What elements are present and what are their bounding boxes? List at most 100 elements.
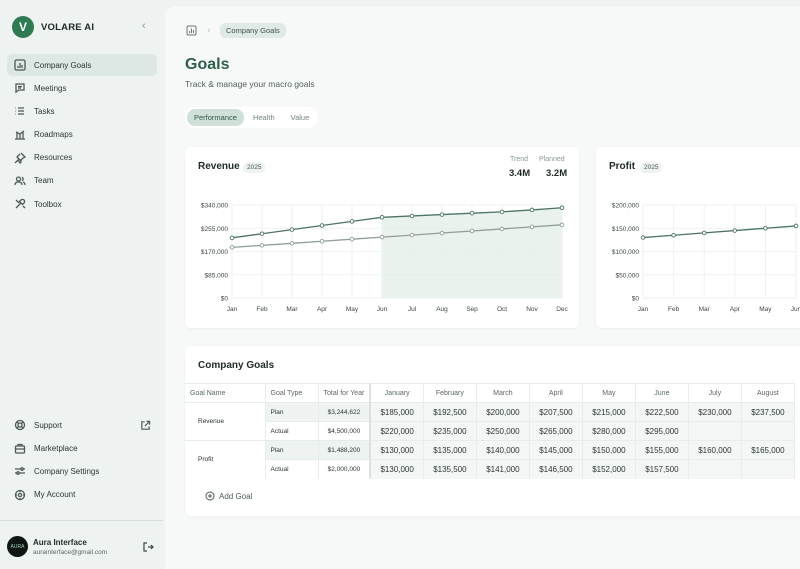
value-cell[interactable]: $192,500 [423,402,477,422]
data-point[interactable] [559,222,565,228]
value-cell[interactable]: $140,000 [476,440,530,460]
data-point[interactable] [763,225,768,231]
value-cell[interactable]: $185,000 [370,402,424,422]
column-header[interactable]: Total for Year [318,383,372,403]
value-cell[interactable]: $215,000 [582,402,636,422]
avatar[interactable]: AURA [7,536,28,557]
data-point[interactable] [671,232,676,238]
column-header[interactable]: March [476,383,530,403]
column-header[interactable]: January [370,383,424,403]
value-cell[interactable]: $250,000 [476,421,530,441]
sidebar-item-company-settings[interactable]: Company Settings [7,460,157,482]
total-cell[interactable]: $3,244,622 [318,402,372,422]
data-point[interactable] [409,232,415,238]
data-point[interactable] [640,235,646,240]
data-point[interactable] [349,236,355,242]
data-point[interactable] [439,230,445,236]
tab-value[interactable]: Value [290,113,310,122]
value-cell[interactable]: $165,000 [741,440,795,460]
data-point[interactable] [559,205,565,210]
value-cell[interactable]: $135,000 [423,440,477,460]
value-cell[interactable]: $207,500 [529,402,583,422]
breadcrumb[interactable]: Company Goals [220,23,286,38]
value-cell[interactable]: $141,000 [476,459,530,479]
data-point[interactable] [409,213,415,219]
value-cell[interactable]: $237,500 [741,402,795,422]
external-link-icon[interactable] [140,420,151,431]
sidebar-item-marketplace[interactable]: Marketplace [7,437,157,459]
data-point[interactable] [229,235,235,241]
sidebar-item-team[interactable]: Team [7,170,157,192]
value-cell[interactable]: $152,000 [582,459,636,479]
data-point[interactable] [319,238,325,244]
value-cell[interactable]: $146,500 [529,459,583,479]
total-cell[interactable]: $1,488,200 [318,440,372,460]
value-cell[interactable]: $130,000 [370,459,424,479]
value-cell[interactable]: $155,000 [635,440,689,460]
data-point[interactable] [379,234,385,240]
value-cell[interactable]: $157,500 [635,459,689,479]
sidebar-item-company-goals[interactable]: Company Goals [7,54,157,76]
value-cell[interactable]: $230,000 [688,402,742,422]
logout-icon[interactable] [142,541,154,553]
value-cell[interactable] [741,459,795,479]
data-point[interactable] [439,212,445,217]
data-point[interactable] [732,228,738,233]
data-point[interactable] [793,223,799,229]
column-header[interactable]: Goal Type [265,383,319,403]
value-cell[interactable] [688,459,742,479]
add-goal-button[interactable]: Add Goal [205,491,252,501]
value-cell[interactable]: $235,000 [423,421,477,441]
value-cell[interactable]: $130,000 [370,440,424,460]
data-point[interactable] [259,231,265,236]
sidebar-item-toolbox[interactable]: Toolbox [7,193,157,215]
data-point[interactable] [289,227,295,232]
data-point[interactable] [701,230,707,236]
tab-health[interactable]: Health [252,113,275,122]
sidebar-item-tasks[interactable]: Tasks [7,100,157,122]
data-point[interactable] [349,219,355,224]
data-point[interactable] [499,209,505,215]
sidebar-item-support[interactable]: Support [7,414,157,436]
data-point[interactable] [529,207,535,213]
column-header[interactable]: Goal Name [185,383,266,403]
brand[interactable]: V VOLARE AI [12,16,94,38]
goal-name-cell[interactable]: Profit [185,440,266,479]
tab-performance[interactable]: Performance [187,109,244,126]
data-point[interactable] [379,215,385,220]
column-header[interactable]: April [529,383,583,403]
sidebar-item-meetings[interactable]: Meetings [7,77,157,99]
value-cell[interactable]: $265,000 [529,421,583,441]
value-cell[interactable] [741,421,795,441]
data-point[interactable] [289,241,295,246]
data-point[interactable] [259,243,265,248]
total-cell[interactable]: $4,500,000 [318,421,372,441]
value-cell[interactable]: $220,000 [370,421,424,441]
value-cell[interactable]: $222,500 [635,402,689,422]
value-cell[interactable]: $145,000 [529,440,583,460]
value-cell[interactable]: $160,000 [688,440,742,460]
sidebar-item-resources[interactable]: Resources [7,147,157,169]
data-point[interactable] [499,226,505,232]
chart-icon[interactable] [186,25,197,36]
column-header[interactable]: June [635,383,689,403]
data-point[interactable] [469,210,475,216]
column-header[interactable]: February [423,383,477,403]
column-header[interactable]: May [582,383,636,403]
value-cell[interactable]: $135,500 [423,459,477,479]
data-point[interactable] [229,245,235,250]
goal-name-cell[interactable]: Revenue [185,402,266,441]
data-point[interactable] [529,224,535,230]
sidebar-item-my-account[interactable]: My Account [7,484,157,506]
column-header[interactable]: August [741,383,795,403]
value-cell[interactable] [688,421,742,441]
data-point[interactable] [319,223,325,228]
data-point[interactable] [469,228,475,234]
total-cell[interactable]: $2,000,000 [318,459,372,479]
column-header[interactable]: July [688,383,742,403]
value-cell[interactable]: $280,000 [582,421,636,441]
value-cell[interactable]: $150,000 [582,440,636,460]
value-cell[interactable]: $295,000 [635,421,689,441]
sidebar-item-roadmaps[interactable]: Roadmaps [7,124,157,146]
collapse-sidebar-icon[interactable]: ‹ [142,20,146,32]
